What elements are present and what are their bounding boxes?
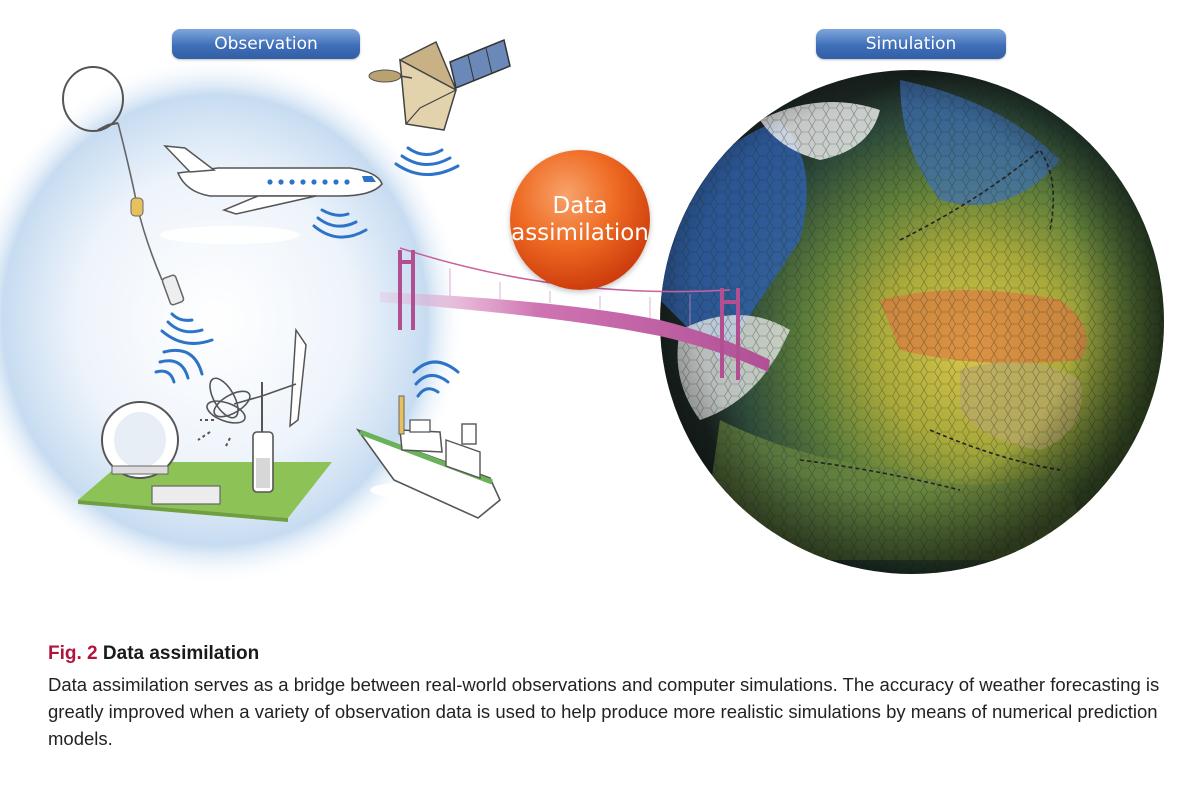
figure-number: Fig. 2	[48, 643, 98, 664]
globe-simulation-icon	[660, 70, 1164, 574]
figure-caption: Fig. 2 Data assimilation Data assimilati…	[48, 643, 1168, 752]
data-assimilation-figure: Observation Simulation Data assimilation	[0, 29, 1164, 585]
weather-ship-icon	[355, 360, 501, 519]
figure-artwork	[0, 38, 1164, 585]
wind-profiler-icon	[197, 327, 307, 493]
data-assimilation-line1: Data	[552, 193, 608, 219]
caption-body: Data assimilation serves as a bridge bet…	[48, 674, 1160, 749]
cloud	[160, 226, 300, 244]
weather-balloon-icon	[62, 66, 214, 345]
data-assimilation-line2: assimilation	[511, 220, 649, 246]
caption-title: Fig. 2 Data assimilation	[48, 643, 1168, 665]
data-assimilation-badge: Data assimilation	[510, 150, 650, 290]
figure-title: Data assimilation	[102, 643, 260, 664]
airplane-icon	[163, 145, 383, 239]
observation-label: Observation	[172, 29, 360, 59]
simulation-label: Simulation	[816, 29, 1006, 59]
satellite-icon	[368, 38, 511, 176]
